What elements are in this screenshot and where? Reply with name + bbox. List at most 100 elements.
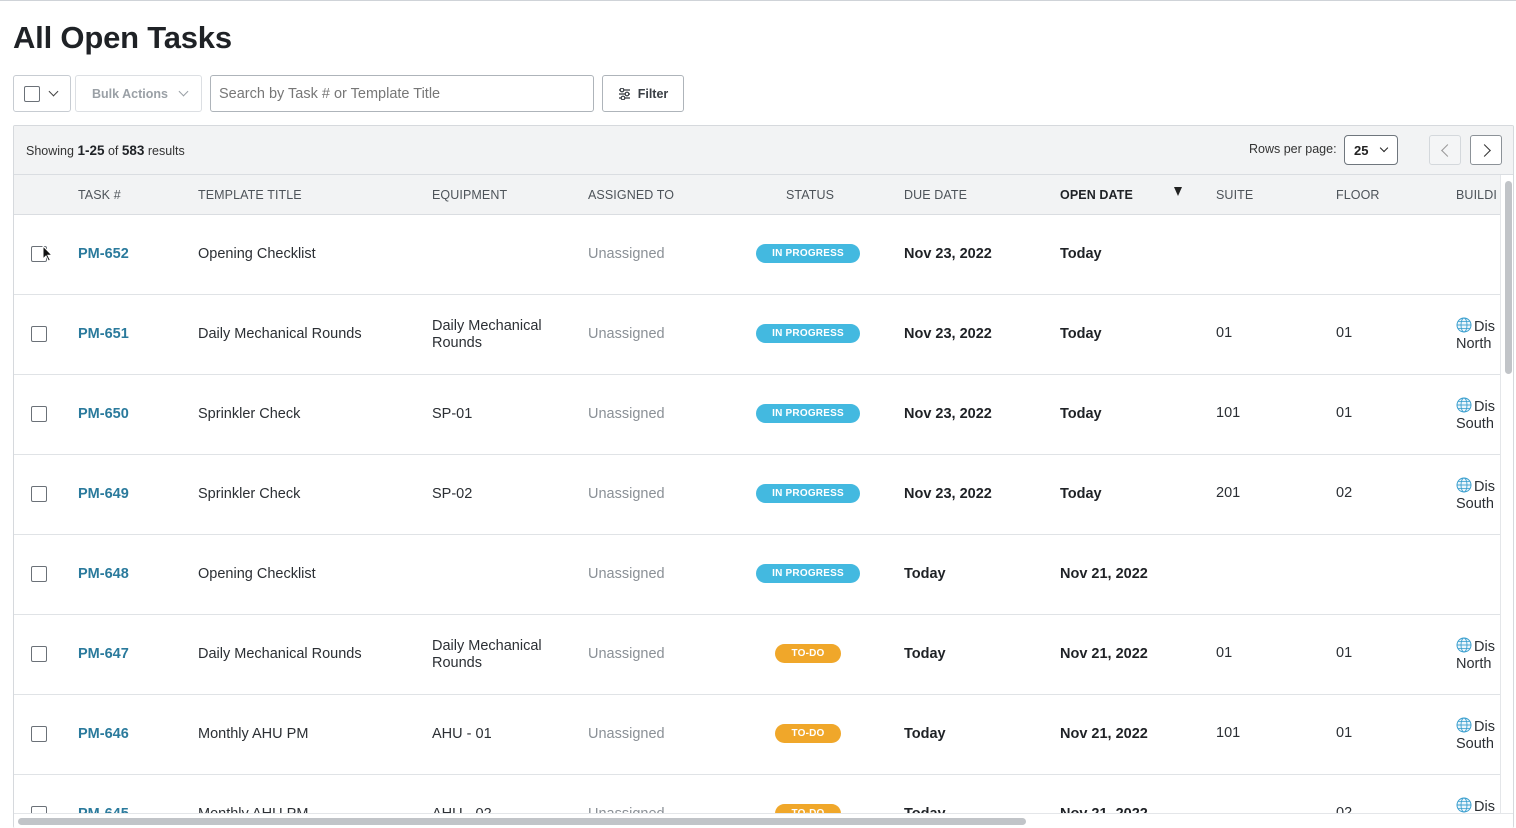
template-title: Daily Mechanical Rounds: [198, 326, 362, 342]
column-header-open-date[interactable]: OPEN DATE: [1060, 188, 1133, 202]
table-row[interactable]: PM-646 Monthly AHU PM AHU - 01 Unassigned TO…: [14, 695, 1500, 775]
equipment: Daily Mechanical Rounds: [432, 638, 542, 671]
column-header-building[interactable]: BUILDI: [1456, 188, 1497, 202]
search-input[interactable]: [210, 75, 594, 112]
select-all-dropdown[interactable]: [13, 75, 71, 112]
table-row[interactable]: PM-650 Sprinkler Check SP-01 Unassigned IN P…: [14, 375, 1500, 455]
floor: 02: [1336, 485, 1353, 501]
suite: 01: [1216, 325, 1233, 341]
suite: 201: [1216, 485, 1241, 501]
column-header-floor[interactable]: FLOOR: [1336, 188, 1380, 202]
table-summary-bar: Showing 1-25 of 583 results Rows per pag…: [14, 126, 1513, 175]
task-number-link[interactable]: PM-647: [78, 646, 129, 662]
row-checkbox[interactable]: [31, 726, 47, 742]
next-page-button[interactable]: [1470, 135, 1502, 165]
rows-per-page-select[interactable]: 25: [1344, 135, 1398, 165]
task-number-link[interactable]: PM-650: [78, 406, 129, 422]
due-date: Today: [904, 646, 946, 662]
due-date: Nov 23, 2022: [904, 406, 992, 422]
table-header: TASK # TEMPLATE TITLE EQUIPMENT ASSIGNED…: [14, 175, 1513, 215]
column-header-template-title[interactable]: TEMPLATE TITLE: [198, 188, 302, 202]
task-number-link[interactable]: PM-646: [78, 726, 129, 742]
building: Dis South: [1456, 397, 1495, 432]
assigned-to: Unassigned: [588, 726, 665, 742]
chevron-down-icon[interactable]: [48, 86, 59, 97]
equipment: SP-02: [432, 486, 473, 502]
column-header-assigned-to[interactable]: ASSIGNED TO: [588, 188, 675, 202]
status-cell: IN PROGRESS: [756, 324, 860, 343]
column-header-status[interactable]: STATUS: [786, 188, 835, 202]
column-header-suite[interactable]: SUITE: [1216, 188, 1254, 202]
column-header-task[interactable]: TASK #: [78, 188, 121, 202]
chevron-left-icon: [1440, 143, 1454, 157]
building: Dis: [1456, 797, 1513, 816]
table-row[interactable]: PM-648 Opening Checklist Unassigned IN PROG…: [14, 535, 1500, 615]
task-number-link[interactable]: PM-649: [78, 486, 129, 502]
open-date: Today: [1060, 406, 1102, 422]
equipment: SP-01: [432, 406, 473, 422]
row-checkbox[interactable]: [31, 646, 47, 662]
tasks-table: Showing 1-25 of 583 results Rows per pag…: [13, 125, 1514, 828]
template-title: Monthly AHU PM: [198, 726, 309, 742]
chevron-down-icon: [1379, 143, 1389, 153]
due-date: Nov 23, 2022: [904, 246, 992, 262]
row-checkbox[interactable]: [31, 566, 47, 582]
bulk-actions-button[interactable]: Bulk Actions: [75, 75, 202, 112]
floor: 01: [1336, 405, 1353, 421]
mouse-pointer-icon: [42, 245, 53, 262]
globe-icon: [1456, 797, 1472, 813]
status-badge: IN PROGRESS: [756, 484, 860, 503]
assigned-to: Unassigned: [588, 326, 665, 342]
template-title: Sprinkler Check: [198, 406, 301, 422]
open-date: Today: [1060, 246, 1102, 262]
table-row[interactable]: PM-647 Daily Mechanical Rounds Daily Mecha…: [14, 615, 1500, 695]
table-row[interactable]: PM-649 Sprinkler Check SP-02 Unassigned IN P…: [14, 455, 1500, 535]
task-number-link[interactable]: PM-651: [78, 326, 129, 342]
open-date: Today: [1060, 486, 1102, 502]
suite: 01: [1216, 645, 1233, 661]
bulk-actions-label: Bulk Actions: [92, 86, 168, 101]
horizontal-scrollbar[interactable]: [14, 813, 1513, 828]
building: Dis North: [1456, 637, 1495, 672]
due-date: Nov 23, 2022: [904, 486, 992, 502]
status-cell: IN PROGRESS: [756, 564, 860, 583]
column-header-due-date[interactable]: DUE DATE: [904, 188, 968, 202]
vertical-scrollbar[interactable]: [1500, 175, 1513, 828]
status-badge: IN PROGRESS: [756, 244, 860, 263]
chevron-right-icon: [1477, 143, 1491, 157]
assigned-to: Unassigned: [588, 646, 665, 662]
select-all-checkbox[interactable]: [24, 85, 40, 102]
status-cell: IN PROGRESS: [756, 484, 860, 503]
top-divider: [0, 0, 1516, 1]
column-header-equipment[interactable]: EQUIPMENT: [432, 188, 508, 202]
globe-icon: [1456, 397, 1472, 413]
template-title: Daily Mechanical Rounds: [198, 646, 362, 662]
table-row[interactable]: PM-652 Opening Checklist Unassigned IN PROG…: [14, 215, 1500, 295]
sort-descending-icon[interactable]: [1174, 187, 1182, 196]
filter-button[interactable]: Filter: [602, 75, 684, 112]
chevron-down-icon: [178, 86, 189, 97]
globe-icon: [1456, 477, 1472, 493]
floor: 01: [1336, 325, 1353, 341]
row-checkbox[interactable]: [31, 406, 47, 422]
assigned-to: Unassigned: [588, 246, 665, 262]
vertical-scrollbar-thumb[interactable]: [1505, 181, 1512, 374]
assigned-to: Unassigned: [588, 566, 665, 582]
building: Dis South: [1456, 717, 1495, 752]
results-summary: Showing 1-25 of 583 results: [26, 143, 185, 158]
horizontal-scrollbar-thumb[interactable]: [18, 818, 1026, 825]
status-badge: IN PROGRESS: [756, 404, 860, 423]
assigned-to: Unassigned: [588, 486, 665, 502]
building: Dis North: [1456, 317, 1495, 352]
sliders-icon: [618, 87, 630, 100]
status-cell: TO-DO: [758, 644, 858, 663]
status-badge: IN PROGRESS: [756, 564, 860, 583]
status-badge: TO-DO: [775, 724, 841, 743]
table-row[interactable]: PM-651 Daily Mechanical Rounds Daily Mecha…: [14, 295, 1500, 375]
task-number-link[interactable]: PM-648: [78, 566, 129, 582]
template-title: Opening Checklist: [198, 566, 316, 582]
row-checkbox[interactable]: [31, 326, 47, 342]
row-checkbox[interactable]: [31, 486, 47, 502]
previous-page-button[interactable]: [1429, 135, 1461, 165]
task-number-link[interactable]: PM-652: [78, 246, 129, 262]
